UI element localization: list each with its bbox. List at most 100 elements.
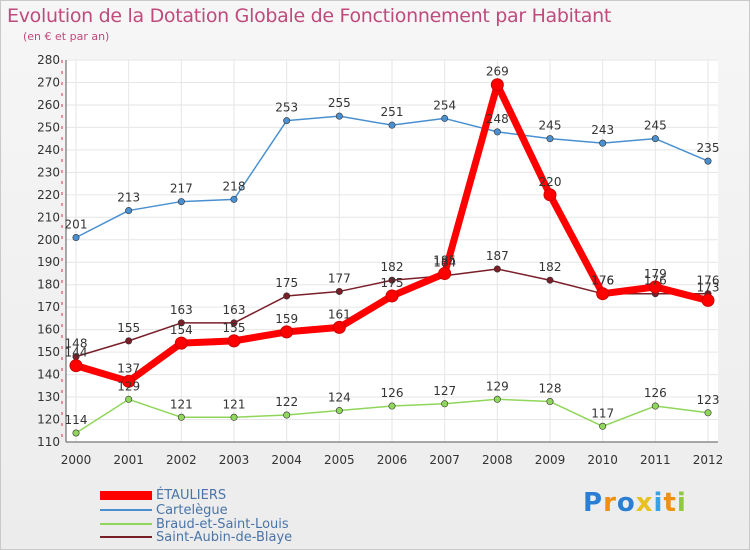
data-point (704, 409, 712, 417)
y-tick-label: 120 (37, 413, 60, 427)
logo-letter: i (676, 488, 687, 518)
data-label: 187 (486, 249, 509, 263)
data-label: 126 (381, 386, 404, 400)
data-point (72, 429, 80, 437)
y-tick-label: 210 (37, 210, 60, 224)
data-point (490, 78, 504, 92)
data-point (125, 337, 133, 345)
logo-letter: i (653, 488, 664, 518)
data-label: 245 (539, 119, 562, 133)
data-label: 245 (644, 119, 667, 133)
data-point (388, 402, 396, 410)
data-point (335, 407, 343, 415)
data-label: 176 (591, 274, 614, 288)
data-point (69, 359, 83, 373)
data-label: 269 (486, 65, 509, 79)
data-label: 137 (117, 361, 140, 375)
data-point (543, 188, 557, 202)
y-tick-label: 260 (37, 98, 60, 112)
data-point (546, 276, 554, 284)
data-label: 255 (328, 96, 351, 110)
legend-swatch-etauliers (100, 491, 152, 500)
data-label: 148 (65, 337, 88, 351)
data-point (283, 411, 291, 419)
data-label: 254 (433, 98, 456, 112)
data-label: 159 (275, 312, 298, 326)
legend-swatch-braud (100, 523, 152, 525)
x-tick-label: 2001 (113, 453, 144, 467)
data-label: 161 (328, 307, 351, 321)
y-tick-label: 140 (37, 368, 60, 382)
data-point (177, 319, 185, 327)
x-tick-label: 2006 (377, 453, 408, 467)
y-tick-label: 170 (37, 300, 60, 314)
data-point (174, 336, 188, 350)
data-label: 114 (65, 413, 88, 427)
y-tick-label: 150 (37, 345, 60, 359)
y-tick-label: 230 (37, 165, 60, 179)
chart-subtitle: (en € et par an) (23, 30, 110, 43)
y-tick-label: 160 (37, 323, 60, 337)
data-label: 175 (381, 276, 404, 290)
data-point (493, 265, 501, 273)
data-label: 217 (170, 182, 193, 196)
data-label: 235 (697, 141, 720, 155)
legend-swatch-saint-aubin (100, 536, 152, 538)
legend-label-braud: Braud-et-Saint-Louis (156, 517, 289, 532)
data-point (280, 325, 294, 339)
data-point (227, 334, 241, 348)
data-point (230, 195, 238, 203)
data-label: 176 (591, 274, 614, 288)
data-label: 251 (381, 105, 404, 119)
y-tick-label: 250 (37, 120, 60, 134)
x-tick-label: 2011 (640, 453, 671, 467)
data-point (704, 157, 712, 165)
data-point (493, 395, 501, 403)
data-point (283, 292, 291, 300)
data-label: 182 (381, 260, 404, 274)
data-label: 213 (117, 191, 140, 205)
data-label: 220 (539, 175, 562, 189)
y-tick-label: 270 (37, 75, 60, 89)
data-point (651, 402, 659, 410)
data-label: 126 (644, 386, 667, 400)
legend-label-etauliers: ÉTAULIERS (156, 488, 227, 503)
data-label: 144 (65, 346, 88, 360)
proxiti-logo: Proxiti (583, 488, 687, 518)
data-label: 177 (328, 271, 351, 285)
data-label: 121 (223, 397, 246, 411)
legend-label-saint-aubin: Saint-Aubin-de-Blaye (156, 530, 293, 545)
data-point (335, 112, 343, 120)
data-label: 155 (223, 321, 246, 335)
data-label: 123 (697, 393, 720, 407)
y-tick-label: 220 (37, 188, 60, 202)
x-tick-label: 2005 (324, 453, 355, 467)
x-tick-label: 2007 (429, 453, 460, 467)
logo-letter: P (583, 488, 604, 518)
data-point (125, 207, 133, 215)
data-point (283, 117, 291, 125)
logo-letter: o (616, 488, 636, 518)
data-point (388, 276, 396, 284)
data-point (596, 287, 610, 301)
data-label: 117 (591, 406, 614, 420)
x-tick-label: 2002 (166, 453, 197, 467)
data-point (72, 234, 80, 242)
y-tick-label: 110 (37, 435, 60, 449)
x-tick-label: 2000 (61, 453, 92, 467)
data-label: 124 (328, 391, 351, 405)
data-point (599, 422, 607, 430)
data-point (230, 319, 238, 327)
data-point (177, 198, 185, 206)
y-tick-label: 200 (37, 233, 60, 247)
y-tick-label: 280 (37, 53, 60, 67)
data-label: 176 (697, 274, 720, 288)
data-label: 179 (644, 267, 667, 281)
data-label: 243 (591, 123, 614, 137)
data-point (332, 320, 346, 334)
data-label: 163 (223, 303, 246, 317)
y-tick-label: 190 (37, 255, 60, 269)
data-point (122, 374, 136, 388)
logo-letter: x (635, 488, 654, 518)
